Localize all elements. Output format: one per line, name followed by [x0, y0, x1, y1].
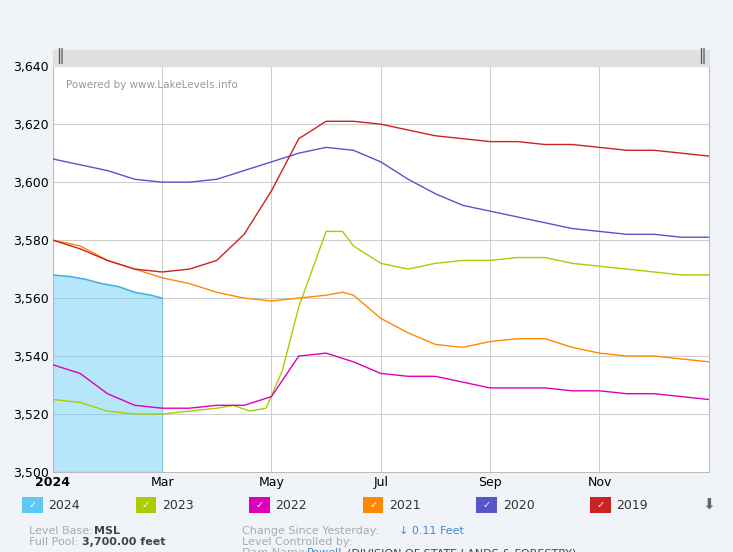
Text: 3,700.00 feet: 3,700.00 feet: [82, 537, 166, 547]
Text: Level Base:: Level Base:: [29, 526, 97, 535]
Text: ‖: ‖: [56, 48, 64, 64]
Text: 2023: 2023: [162, 498, 194, 512]
Text: MSL: MSL: [94, 526, 119, 535]
Text: 2022: 2022: [276, 498, 307, 512]
Text: Level Controlled by:: Level Controlled by:: [242, 537, 353, 547]
Text: Powell: Powell: [306, 548, 342, 552]
Text: 2020: 2020: [503, 498, 534, 512]
Text: Powered by www.LakeLevels.info: Powered by www.LakeLevels.info: [66, 81, 237, 91]
Text: Dam Name:: Dam Name:: [242, 548, 312, 552]
Text: 2021: 2021: [389, 498, 421, 512]
Text: ✓: ✓: [141, 500, 150, 510]
Text: ✓: ✓: [255, 500, 264, 510]
Text: ↓ 0.11 Feet: ↓ 0.11 Feet: [399, 526, 465, 535]
Text: ✓: ✓: [369, 500, 377, 510]
Text: ‖: ‖: [698, 48, 706, 64]
Text: Change Since Yesterday:: Change Since Yesterday:: [242, 526, 383, 535]
Bar: [53, 50, 709, 66]
Text: (DIVISION OF STATE LANDS & FORESTRY): (DIVISION OF STATE LANDS & FORESTRY): [347, 548, 576, 552]
Text: ⬇: ⬇: [702, 497, 715, 513]
Text: Full Pool:: Full Pool:: [29, 537, 82, 547]
Text: ✓: ✓: [596, 500, 605, 510]
Text: ✓: ✓: [28, 500, 37, 510]
Text: 2019: 2019: [616, 498, 648, 512]
Text: ✓: ✓: [482, 500, 491, 510]
Text: 2024: 2024: [48, 498, 80, 512]
